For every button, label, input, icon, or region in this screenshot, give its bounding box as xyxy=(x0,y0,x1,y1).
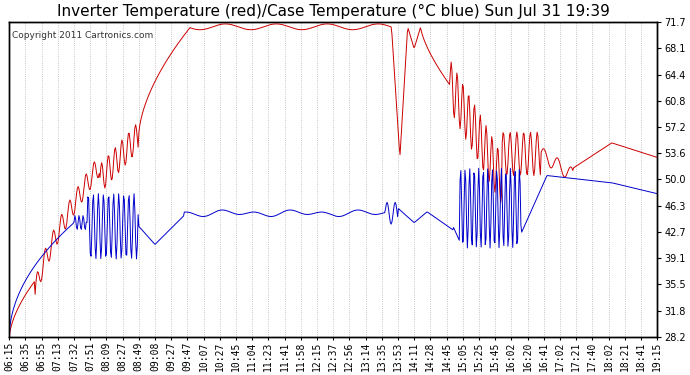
Text: Copyright 2011 Cartronics.com: Copyright 2011 Cartronics.com xyxy=(12,31,154,40)
Title: Inverter Temperature (red)/Case Temperature (°C blue) Sun Jul 31 19:39: Inverter Temperature (red)/Case Temperat… xyxy=(57,4,609,19)
